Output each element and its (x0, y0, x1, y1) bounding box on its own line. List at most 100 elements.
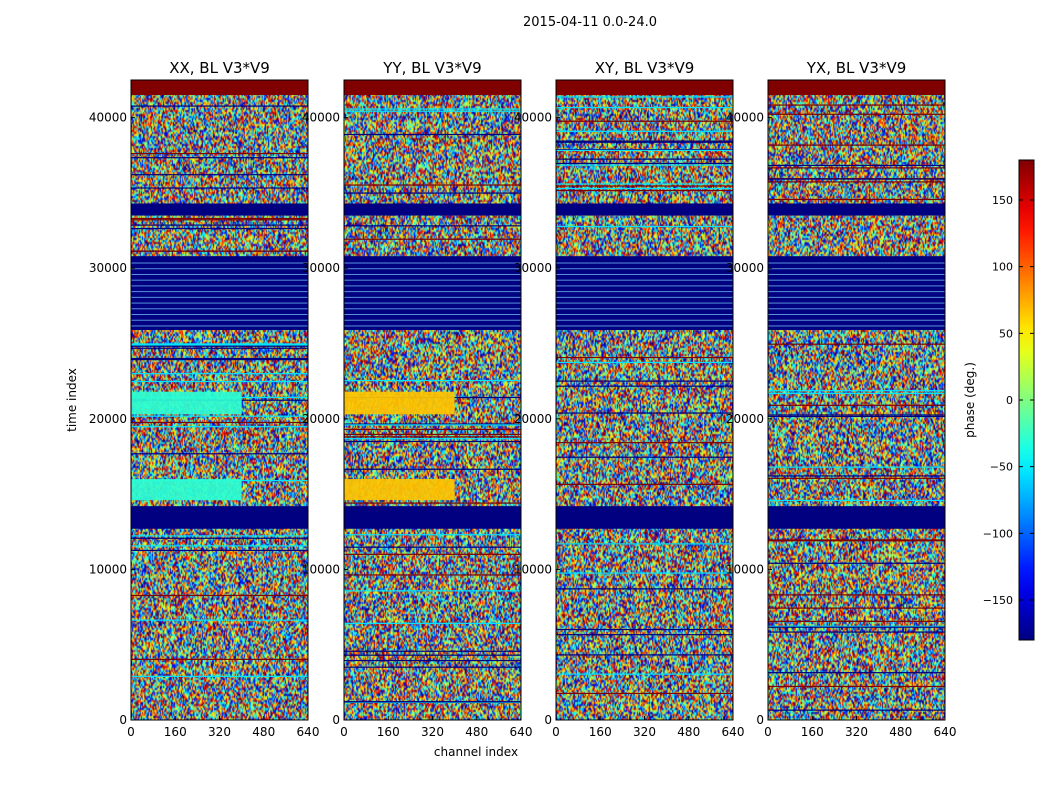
streak-line (344, 440, 521, 443)
band-strip (131, 319, 308, 321)
band-strip (768, 319, 945, 321)
streak-line (344, 546, 521, 548)
x-tick-label: 160 (377, 725, 400, 739)
band-strip (556, 296, 733, 298)
y-tick-label: 40000 (514, 111, 552, 125)
streak-line (556, 456, 733, 458)
streak-line (768, 626, 945, 628)
streak-line (131, 549, 308, 552)
band-strip (768, 279, 945, 281)
x-tick-label: 320 (845, 725, 868, 739)
colorbar-tick-label: 0 (1006, 394, 1013, 407)
streak-line (131, 227, 308, 230)
band-strip (768, 302, 945, 304)
band-strip (768, 291, 945, 293)
streak-line (131, 675, 308, 677)
streak-line (131, 535, 308, 537)
band-0 (344, 80, 521, 96)
streak-line (344, 590, 521, 592)
band-strip (768, 262, 945, 264)
streak-line (556, 149, 733, 151)
streak-line (768, 113, 945, 115)
y-tick-label: 20000 (302, 412, 340, 426)
streak-line (131, 359, 308, 361)
x-tick-label: 320 (421, 725, 444, 739)
streak-line (556, 385, 733, 387)
streak-line (344, 436, 521, 438)
band-strip (344, 279, 521, 281)
streak-line (556, 225, 733, 228)
band-strip (131, 325, 308, 327)
streak-line (556, 673, 733, 675)
panels: XX, BL V3*V9 0 160 320 480 640 0 10000 20000 3000… (89, 59, 957, 739)
y-axis-label: time index (65, 368, 79, 432)
streak-line (768, 181, 945, 183)
y-tick-label: 40000 (726, 111, 764, 125)
band-strip (344, 296, 521, 298)
band-strip (131, 273, 308, 275)
panel-title: XY, BL V3*V9 (595, 59, 695, 77)
streak-line (556, 189, 733, 192)
y-tick-label: 10000 (302, 562, 340, 576)
x-tick-label: 160 (164, 725, 187, 739)
streak-line (768, 414, 945, 416)
streak-line (131, 415, 308, 417)
streak-line (131, 105, 308, 107)
streak-line (556, 96, 733, 98)
band-strip (131, 308, 308, 310)
band-1 (556, 203, 733, 216)
streak-line (556, 106, 733, 109)
band-strip (768, 296, 945, 298)
streak-line (556, 187, 733, 190)
y-tick-label: 10000 (89, 562, 127, 576)
y-tick-label: 0 (332, 713, 340, 727)
band-strip (344, 314, 521, 316)
x-tick-label: 480 (677, 725, 700, 739)
streak-line (556, 140, 733, 142)
streak-line (131, 658, 308, 660)
colorbar-label: phase (deg.) (963, 362, 977, 438)
band-strip (344, 268, 521, 270)
streak-line (344, 238, 521, 240)
panel-block-0 (344, 391, 455, 415)
band-strip (344, 319, 521, 321)
band-strip (556, 291, 733, 293)
streak-line (768, 620, 945, 622)
streak-line (768, 390, 945, 392)
y-tick-label: 40000 (302, 111, 340, 125)
streak-line (768, 672, 945, 674)
y-tick-label: 30000 (514, 261, 552, 275)
band-3 (768, 506, 945, 529)
streak-line (344, 433, 521, 436)
streak-line (768, 178, 945, 180)
streak-line (768, 631, 945, 633)
band-2 (344, 256, 521, 330)
streak-line (344, 622, 521, 624)
band-strip (556, 319, 733, 321)
streak-line (344, 659, 521, 662)
streak-line (556, 412, 733, 414)
x-tick-label: 0 (340, 725, 348, 739)
streak-line (556, 628, 733, 631)
x-tick-label: 160 (589, 725, 612, 739)
band-strip (131, 268, 308, 270)
x-axis-label: channel index (434, 745, 518, 759)
streak-line (131, 357, 308, 360)
band-strip (556, 279, 733, 281)
band-strip (768, 273, 945, 275)
band-strip (556, 302, 733, 304)
streak-line (556, 361, 733, 364)
x-tick-label: 640 (934, 725, 957, 739)
streak-line (344, 468, 521, 470)
streak-line (768, 625, 945, 627)
streak-line (768, 392, 945, 395)
streak-line (131, 343, 308, 345)
panel-0: XX, BL V3*V9 0 160 320 480 640 0 10000 20000 3000… (89, 59, 320, 739)
streak-line (344, 379, 521, 382)
x-tick-label: 160 (801, 725, 824, 739)
streak-line (131, 174, 308, 176)
y-tick-label: 10000 (726, 562, 764, 576)
streak-line (344, 534, 521, 536)
band-1 (344, 203, 521, 216)
band-strip (556, 325, 733, 327)
